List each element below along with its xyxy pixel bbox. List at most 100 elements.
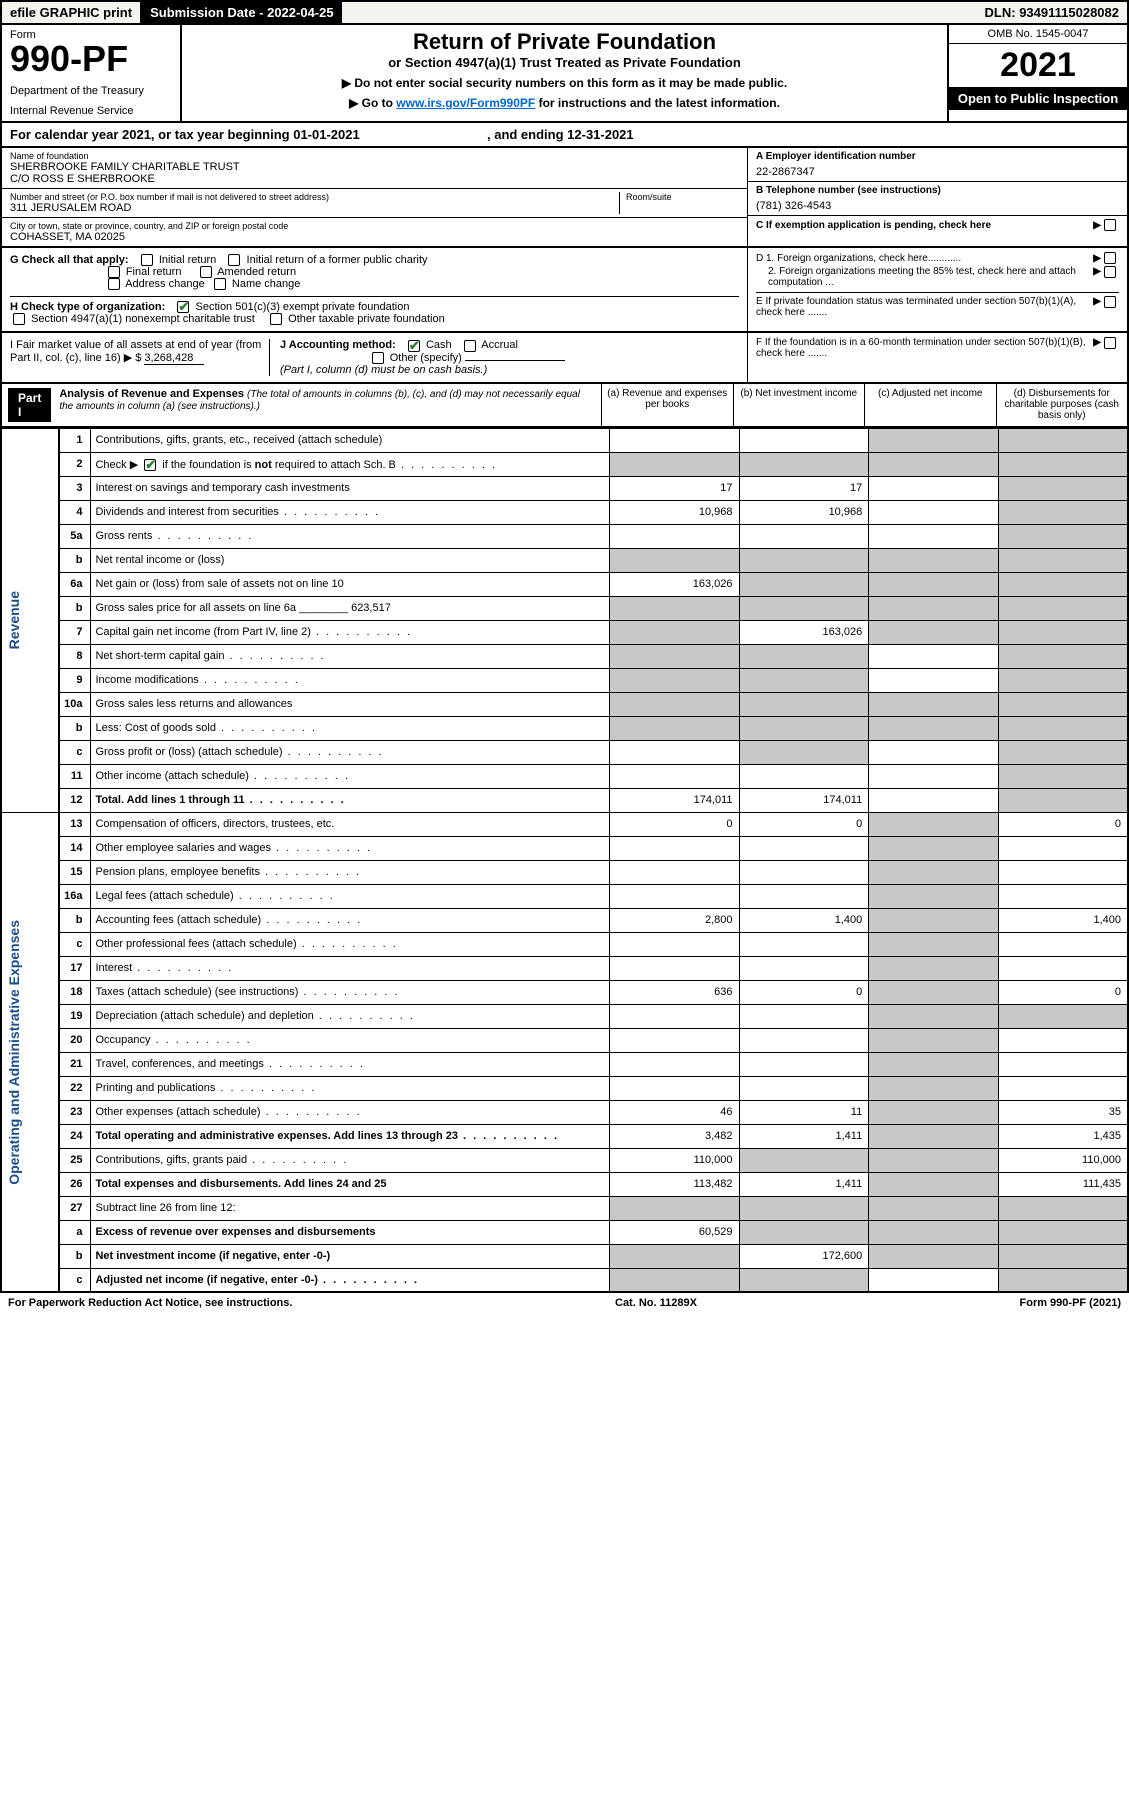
g-initial-checkbox[interactable] bbox=[141, 254, 153, 266]
cell-a bbox=[609, 644, 739, 668]
cell-c bbox=[869, 1172, 999, 1196]
cell-dd: 35 bbox=[998, 1100, 1128, 1124]
city-value: COHASSET, MA 02025 bbox=[10, 231, 739, 243]
ein-cell: A Employer identification number 22-2867… bbox=[748, 148, 1127, 182]
line-number: 12 bbox=[59, 788, 91, 812]
cell-a: 3,482 bbox=[609, 1124, 739, 1148]
cell-c bbox=[869, 1004, 999, 1028]
d2-checkbox[interactable] bbox=[1104, 266, 1116, 278]
table-row: 16aLegal fees (attach schedule) bbox=[1, 884, 1128, 908]
form-title: Return of Private Foundation bbox=[194, 29, 935, 55]
c-checkbox[interactable] bbox=[1104, 219, 1116, 231]
g-address: Address change bbox=[125, 278, 205, 290]
calendar-year-row: For calendar year 2021, or tax year begi… bbox=[0, 123, 1129, 148]
h-other-checkbox[interactable] bbox=[270, 313, 282, 325]
table-row: 26Total expenses and disbursements. Add … bbox=[1, 1172, 1128, 1196]
form-header: Form 990-PF Department of the Treasury I… bbox=[0, 25, 1129, 123]
cell-dd: 110,000 bbox=[998, 1148, 1128, 1172]
form990pf-link[interactable]: www.irs.gov/Form990PF bbox=[396, 96, 535, 110]
cell-dd bbox=[998, 1268, 1128, 1292]
cell-b bbox=[739, 740, 869, 764]
table-row: bNet investment income (if negative, ent… bbox=[1, 1244, 1128, 1268]
table-row: 25Contributions, gifts, grants paid110,0… bbox=[1, 1148, 1128, 1172]
cell-dd bbox=[998, 1052, 1128, 1076]
g-label: G Check all that apply: bbox=[10, 254, 129, 266]
cell-b bbox=[739, 428, 869, 452]
j-cash-checkbox[interactable] bbox=[408, 340, 420, 352]
line-number: 7 bbox=[59, 620, 91, 644]
table-row: 9Income modifications bbox=[1, 668, 1128, 692]
phone-value: (781) 326-4543 bbox=[756, 200, 1119, 212]
table-row: 23Other expenses (attach schedule)461135 bbox=[1, 1100, 1128, 1124]
cell-b: 172,600 bbox=[739, 1244, 869, 1268]
name-label: Name of foundation bbox=[10, 151, 739, 161]
e-checkbox[interactable] bbox=[1104, 296, 1116, 308]
cell-b bbox=[739, 692, 869, 716]
table-row: 21Travel, conferences, and meetings bbox=[1, 1052, 1128, 1076]
cell-c bbox=[869, 668, 999, 692]
arrow-icon: ▶ bbox=[1093, 220, 1101, 231]
j-accrual-checkbox[interactable] bbox=[464, 340, 476, 352]
table-row: 8Net short-term capital gain bbox=[1, 644, 1128, 668]
cell-c bbox=[869, 1220, 999, 1244]
g-name-checkbox[interactable] bbox=[214, 278, 226, 290]
g-amended: Amended return bbox=[217, 266, 296, 278]
footer-center: Cat. No. 11289X bbox=[615, 1297, 697, 1309]
g-h-row: G Check all that apply: Initial return I… bbox=[0, 248, 1129, 333]
foundation-name-2: C/O ROSS E SHERBROOKE bbox=[10, 173, 739, 185]
table-row: 15Pension plans, employee benefits bbox=[1, 860, 1128, 884]
h-501c3-checkbox[interactable] bbox=[177, 301, 189, 313]
cell-b bbox=[739, 524, 869, 548]
line-number: 15 bbox=[59, 860, 91, 884]
cell-a bbox=[609, 692, 739, 716]
line-number: 9 bbox=[59, 668, 91, 692]
cell-dd bbox=[998, 476, 1128, 500]
d1-checkbox[interactable] bbox=[1104, 252, 1116, 264]
cell-a bbox=[609, 548, 739, 572]
cell-b bbox=[739, 932, 869, 956]
j-accrual: Accrual bbox=[481, 339, 518, 351]
j-other-checkbox[interactable] bbox=[372, 352, 384, 364]
line-description: Income modifications bbox=[91, 668, 609, 692]
cell-c bbox=[869, 740, 999, 764]
line-description: Occupancy bbox=[91, 1028, 609, 1052]
cell-a bbox=[609, 932, 739, 956]
cell-a bbox=[609, 884, 739, 908]
cell-a bbox=[609, 1076, 739, 1100]
tax-year: 2021 bbox=[949, 44, 1127, 87]
cell-dd bbox=[998, 860, 1128, 884]
cell-b: 174,011 bbox=[739, 788, 869, 812]
line-number: b bbox=[59, 548, 91, 572]
cell-dd bbox=[998, 716, 1128, 740]
cell-c bbox=[869, 1028, 999, 1052]
line-description: Gross rents bbox=[91, 524, 609, 548]
submission-date: Submission Date - 2022-04-25 bbox=[142, 2, 342, 23]
cell-dd bbox=[998, 1244, 1128, 1268]
cell-b: 10,968 bbox=[739, 500, 869, 524]
g-h-left: G Check all that apply: Initial return I… bbox=[2, 248, 747, 331]
table-row: 18Taxes (attach schedule) (see instructi… bbox=[1, 980, 1128, 1004]
cell-a: 174,011 bbox=[609, 788, 739, 812]
cell-a bbox=[609, 428, 739, 452]
cell-a: 2,800 bbox=[609, 908, 739, 932]
line-description: Taxes (attach schedule) (see instruction… bbox=[91, 980, 609, 1004]
g-amended-checkbox[interactable] bbox=[200, 266, 212, 278]
line-number: 5a bbox=[59, 524, 91, 548]
h-4947-checkbox[interactable] bbox=[13, 313, 25, 325]
footer-right: Form 990-PF (2021) bbox=[1020, 1297, 1121, 1309]
cell-a bbox=[609, 1244, 739, 1268]
schb-checkbox[interactable] bbox=[144, 459, 156, 471]
cell-c bbox=[869, 644, 999, 668]
line-description: Other professional fees (attach schedule… bbox=[91, 932, 609, 956]
g-initial-former-checkbox[interactable] bbox=[228, 254, 240, 266]
cell-a bbox=[609, 668, 739, 692]
table-row: Operating and Administrative Expenses13C… bbox=[1, 812, 1128, 836]
f-label: F If the foundation is in a 60-month ter… bbox=[756, 337, 1093, 359]
g-address-checkbox[interactable] bbox=[108, 278, 120, 290]
line-number: 26 bbox=[59, 1172, 91, 1196]
f-checkbox[interactable] bbox=[1104, 337, 1116, 349]
line-description: Compensation of officers, directors, tru… bbox=[91, 812, 609, 836]
cell-c bbox=[869, 1052, 999, 1076]
g-final-checkbox[interactable] bbox=[108, 266, 120, 278]
cell-dd bbox=[998, 644, 1128, 668]
